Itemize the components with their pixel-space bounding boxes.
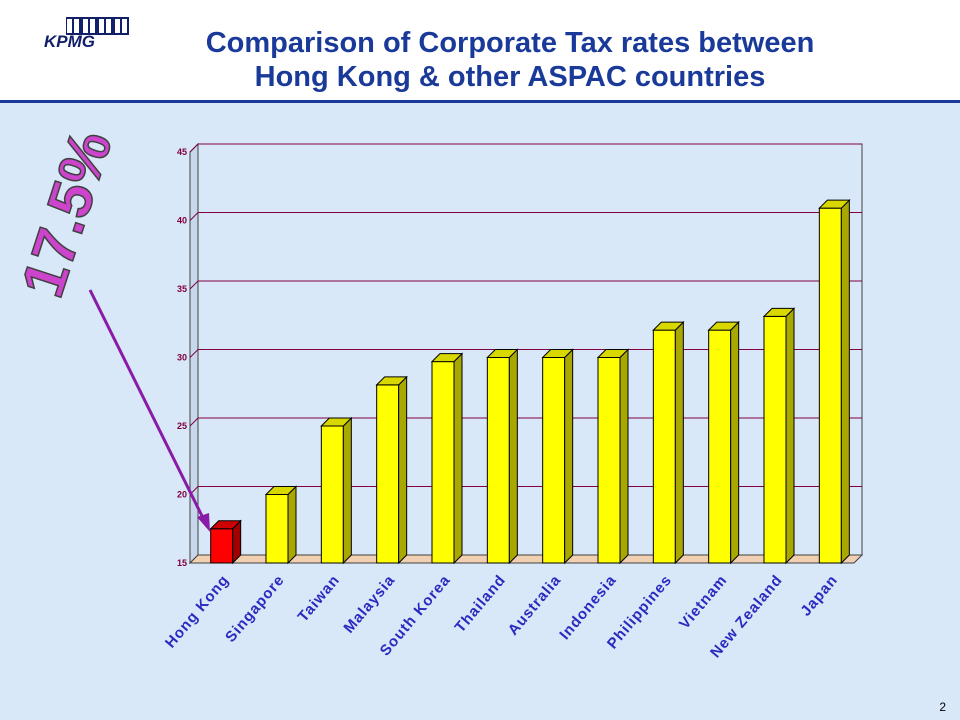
x-tick-label: Thailand	[452, 572, 510, 636]
x-tick-label: Hong Kong	[162, 572, 233, 652]
bar-indonesia	[596, 348, 630, 565]
y-tick-label: 45	[177, 147, 187, 157]
x-tick-label: Malaysia	[340, 572, 398, 637]
gridline-side-45	[189, 143, 199, 153]
y-tick-label: 30	[177, 353, 187, 363]
bar-front	[320, 425, 344, 564]
y-tick-label: 40	[177, 216, 187, 226]
bar-side	[342, 416, 352, 565]
bar-top	[707, 321, 740, 331]
x-tick-label: Taiwan	[295, 572, 344, 626]
x-tick-label: Japan	[797, 572, 841, 620]
bar-new-zealand	[762, 307, 796, 565]
bar-side	[785, 307, 795, 565]
bar-top	[264, 486, 298, 495]
bar-side	[619, 348, 629, 565]
bar-top	[430, 353, 464, 363]
bar-front	[210, 528, 234, 564]
bar-front	[652, 329, 676, 564]
bar-vietnam	[707, 320, 740, 565]
y-tick-label: 20	[177, 490, 187, 500]
header-divider	[0, 100, 960, 103]
bar-side	[508, 348, 518, 565]
bar-top	[320, 417, 353, 427]
gridline-side-35	[189, 280, 199, 290]
logo-boxes-icon	[66, 17, 129, 35]
bar-top	[375, 376, 408, 386]
y-tick-label: 25	[177, 421, 187, 431]
bar-side	[730, 320, 740, 565]
callout-arrow	[88, 289, 207, 523]
bar-side	[564, 348, 574, 565]
bar-front	[431, 361, 455, 564]
bar-front	[818, 207, 842, 564]
gridline-side-25	[189, 417, 199, 427]
slide-header: KPMG Comparison of Corporate Tax rates b…	[0, 0, 960, 103]
y-axis-ticks: 15 20 25 30 35 40 45	[177, 147, 187, 568]
bar-philippines	[652, 320, 685, 565]
title-line-1: Comparison of Corporate Tax rates betwee…	[205, 27, 815, 59]
bar-top	[762, 307, 796, 317]
kpmg-logo: KPMG	[44, 17, 134, 58]
bar-top	[818, 199, 851, 209]
bar-japan	[818, 198, 851, 565]
x-tick-label: Vietnam	[676, 572, 731, 633]
bar-front	[708, 329, 732, 564]
bar-malaysia	[375, 375, 408, 565]
bar-top	[486, 349, 519, 358]
bar-singapore	[264, 485, 298, 565]
bar-front	[597, 357, 621, 564]
bar-front	[486, 357, 510, 564]
bar-top	[652, 321, 685, 331]
callout-label: 17.5%	[8, 122, 124, 305]
bar-front	[542, 357, 566, 564]
x-tick-label: Australia	[505, 572, 565, 639]
bar-top	[541, 349, 574, 358]
plot-floor	[188, 554, 864, 564]
bar-side	[398, 375, 408, 565]
bar-side	[453, 352, 463, 565]
bar-side	[674, 320, 684, 565]
gridline-side-40	[189, 212, 199, 221]
callout-arrowhead	[197, 513, 210, 532]
gridlines	[189, 143, 862, 495]
callout: 17.5%	[8, 122, 210, 532]
logo-text: KPMG	[44, 32, 95, 51]
bar-front	[763, 315, 787, 564]
page-title: Comparison of Corporate Tax rates betwee…	[130, 26, 890, 94]
bar-taiwan	[320, 416, 353, 565]
bar-front	[376, 384, 400, 564]
bars	[209, 198, 851, 565]
page-number: 2	[939, 700, 946, 714]
bar-side	[287, 485, 297, 565]
bar-south-korea	[430, 352, 464, 565]
y-tick-label: 35	[177, 284, 187, 294]
y-tick-label: 15	[177, 558, 187, 568]
bar-thailand	[486, 348, 519, 565]
title-line-2: Hong Kong & other ASPAC countries	[254, 61, 766, 93]
bar-front	[265, 494, 289, 564]
bar-australia	[541, 348, 574, 565]
bar-top	[209, 520, 242, 530]
bar-top	[596, 349, 630, 358]
gridline-side-30	[189, 349, 199, 358]
bar-side	[840, 198, 850, 565]
bar-hong-kong	[209, 519, 242, 565]
